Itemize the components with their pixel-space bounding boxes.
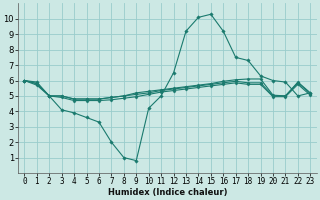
X-axis label: Humidex (Indice chaleur): Humidex (Indice chaleur) bbox=[108, 188, 227, 197]
